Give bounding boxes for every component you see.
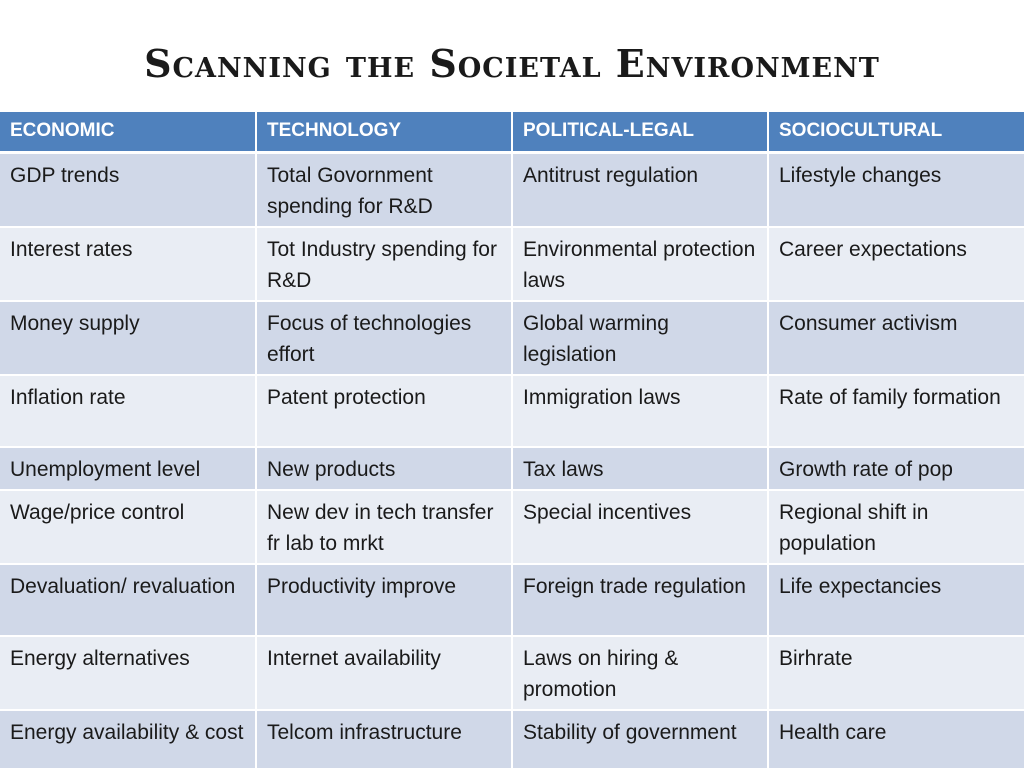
- table-cell: Lifestyle changes: [768, 152, 1024, 228]
- table-cell: Rate of family formation: [768, 374, 1024, 448]
- table-cell: New dev in tech transfer fr lab to mrkt: [256, 489, 513, 565]
- table-row: Energy availability & cost Telcom infras…: [0, 709, 1024, 768]
- slide-title: Scanning the Societal Environment: [144, 41, 880, 86]
- table-cell: Energy alternatives: [0, 635, 257, 711]
- table-cell: Consumer activism: [768, 300, 1024, 376]
- table-cell: Life expectancies: [768, 563, 1024, 637]
- table-header-row: ECONOMIC TECHNOLOGY POLITICAL-LEGAL SOCI…: [0, 112, 1024, 154]
- table-row: GDP trends Total Govornment spending for…: [0, 152, 1024, 228]
- table-cell: Money supply: [0, 300, 257, 376]
- header-political-legal: POLITICAL-LEGAL: [512, 112, 769, 154]
- table-cell: Laws on hiring & promotion: [512, 635, 769, 711]
- table-cell: Health care: [768, 709, 1024, 768]
- table-cell: Stability of government: [512, 709, 769, 768]
- table-cell: Patent protection: [256, 374, 513, 448]
- table-cell: Growth rate of pop: [768, 446, 1024, 491]
- header-technology: TECHNOLOGY: [256, 112, 513, 154]
- table-cell: Inflation rate: [0, 374, 257, 448]
- table-cell: Energy availability & cost: [0, 709, 257, 768]
- table-cell: Interest rates: [0, 226, 257, 302]
- table-row: Energy alternatives Internet availabilit…: [0, 635, 1024, 711]
- table-cell: GDP trends: [0, 152, 257, 228]
- header-economic: ECONOMIC: [0, 112, 257, 154]
- table-cell: Productivity improve: [256, 563, 513, 637]
- societal-environment-table: ECONOMIC TECHNOLOGY POLITICAL-LEGAL SOCI…: [0, 112, 1024, 768]
- table-cell: Special incentives: [512, 489, 769, 565]
- table-cell: Birhrate: [768, 635, 1024, 711]
- table-row: Wage/price control New dev in tech trans…: [0, 489, 1024, 565]
- table-cell: Environmental protection laws: [512, 226, 769, 302]
- table-cell: Total Govornment spending for R&D: [256, 152, 513, 228]
- table-cell: Immigration laws: [512, 374, 769, 448]
- table-cell: Focus of technologies effort: [256, 300, 513, 376]
- table-cell: Unemployment level: [0, 446, 257, 491]
- table-row: Interest rates Tot Industry spending for…: [0, 226, 1024, 302]
- table-row: Devaluation/ revaluation Productivity im…: [0, 563, 1024, 637]
- table-cell: Telcom infrastructure: [256, 709, 513, 768]
- table-cell: Career expectations: [768, 226, 1024, 302]
- table-cell: New products: [256, 446, 513, 491]
- table-row: Money supply Focus of technologies effor…: [0, 300, 1024, 376]
- table-cell: Regional shift in population: [768, 489, 1024, 565]
- table-cell: Wage/price control: [0, 489, 257, 565]
- table-cell: Tax laws: [512, 446, 769, 491]
- table-cell: Global warming legislation: [512, 300, 769, 376]
- table-row: Unemployment level New products Tax laws…: [0, 446, 1024, 491]
- table-row: Inflation rate Patent protection Immigra…: [0, 374, 1024, 448]
- header-sociocultural: SOCIOCULTURAL: [768, 112, 1024, 154]
- table-cell: Internet availability: [256, 635, 513, 711]
- table-cell: Antitrust regulation: [512, 152, 769, 228]
- table-cell: Devaluation/ revaluation: [0, 563, 257, 637]
- table-cell: Tot Industry spending for R&D: [256, 226, 513, 302]
- table-cell: Foreign trade regulation: [512, 563, 769, 637]
